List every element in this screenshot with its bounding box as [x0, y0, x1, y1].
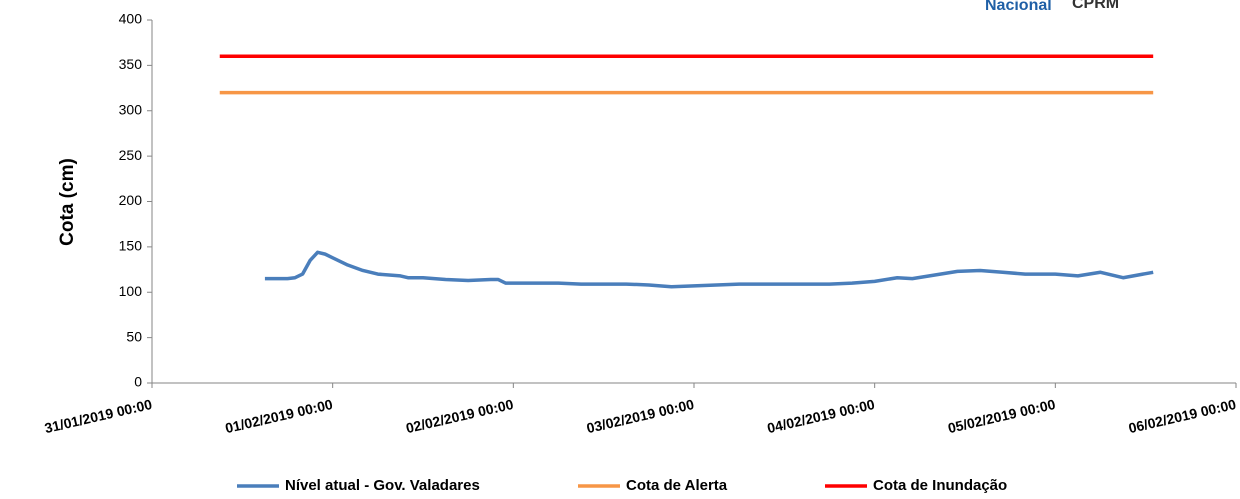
y-tick-label: 250 [119, 147, 143, 163]
y-tick-label: 150 [119, 238, 143, 254]
y-tick-label: 400 [119, 11, 143, 27]
x-tick-label: 01/02/2019 00:00 [224, 396, 335, 436]
y-tick-label: 300 [119, 101, 143, 117]
legend-label: Nível atual - Gov. Valadares [285, 477, 480, 494]
y-tick-label: 0 [134, 374, 142, 390]
y-tick-label: 50 [126, 328, 142, 344]
x-tick-label: 02/02/2019 00:00 [404, 396, 515, 436]
legend-label: Cota de Alerta [626, 477, 728, 494]
x-tick-label: 05/02/2019 00:00 [946, 396, 1057, 436]
x-tick-label: 31/01/2019 00:00 [43, 396, 154, 436]
x-tick-label: 06/02/2019 00:00 [1127, 396, 1238, 436]
y-axis-label: Cota (cm) [57, 158, 78, 246]
y-tick-label: 100 [119, 283, 143, 299]
logo-text: CPRM [1072, 0, 1119, 12]
legend-label: Cota de Inundação [873, 477, 1007, 494]
x-tick-label: 03/02/2019 00:00 [585, 396, 696, 436]
y-tick-label: 350 [119, 56, 143, 72]
series-line [264, 250, 1154, 289]
x-tick-label: 04/02/2019 00:00 [766, 396, 877, 436]
y-tick-label: 200 [119, 192, 143, 208]
logo-text: Nacional [985, 0, 1052, 14]
